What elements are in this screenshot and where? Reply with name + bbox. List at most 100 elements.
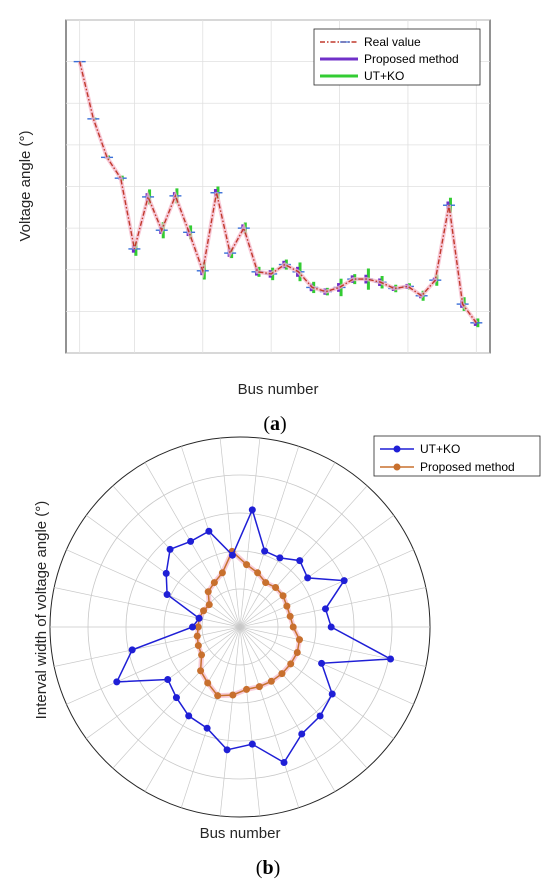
panel-b-caption: (b) [256, 857, 280, 879]
legend-label-real-value: Real value [364, 35, 421, 49]
panel-b-spoke [66, 549, 241, 628]
panel-b-spoke [66, 626, 241, 705]
panel-b-spoke [144, 462, 241, 628]
panel-b-proposed-point [287, 660, 295, 668]
panel-b-proposed-point [243, 685, 251, 693]
panel-b-spoke [239, 446, 300, 628]
panel-b-ut-ko-point [316, 712, 324, 720]
panel-b-spoke [239, 587, 426, 628]
panel-b-proposed-point [243, 561, 251, 569]
panel-b-polar-chart: Bus number Interval width of voltage ang… [33, 435, 541, 879]
panel-b-proposed-point [278, 670, 286, 678]
panel-b-proposed-point [293, 649, 301, 657]
panel-b-ut-ko-point [113, 678, 121, 686]
panel-b-proposed-point [194, 623, 202, 631]
panel-b-proposed-point [272, 583, 280, 591]
panel-b-ut-ko-point [189, 623, 196, 631]
panel-a-x-axis-label: Bus number [238, 381, 319, 398]
panel-b-y-axis-label: Interval width of voltage angle (°) [33, 501, 50, 720]
panel-a-y-axis-label: Voltage angle (°) [17, 130, 34, 241]
panel-b-spoke [239, 626, 426, 667]
panel-b-proposed-point [204, 588, 212, 596]
panel-b-spoke [239, 515, 394, 628]
panel-b-spoke [86, 515, 241, 628]
panel-b-ut-ko-point [128, 646, 136, 654]
panel-b-spoke [239, 626, 300, 808]
panel-b-ut-ko-point [172, 694, 180, 702]
panel-b-proposed-point [210, 579, 218, 587]
panel-b-ut-ko-point [185, 712, 193, 720]
panel-b-ring [87, 474, 393, 780]
panel-b-spoke [86, 626, 241, 739]
panel-a-legend: Real value Proposed method UT+KO [313, 28, 481, 86]
panel-b-proposed-point [255, 683, 263, 691]
panel-b-proposed-point [289, 623, 297, 631]
panel-a-series-lines [77, 61, 478, 324]
legend-marker-b-proposed [393, 463, 401, 471]
panel-b-ut-ko-point [296, 557, 304, 565]
panel-b-legend: UT+KO Proposed method [373, 435, 541, 477]
panel-b-legend-box [373, 435, 541, 477]
panel-b-spoke [239, 626, 368, 769]
panel-b-ut-ko-point [276, 554, 284, 562]
panel-b-proposed-point [286, 612, 294, 620]
panel-b-spoke [112, 485, 241, 628]
panel-b-spoke [54, 587, 241, 628]
panel-b-proposed-point [214, 692, 222, 700]
panel-b-proposed-point [229, 691, 237, 699]
panel-b-ut-ko-point [248, 740, 256, 748]
panel-b-spoke [239, 438, 261, 628]
panel-b-proposed-point [279, 592, 287, 600]
panel-b-ut-ko-point [327, 623, 335, 631]
panel-a-line-chart: Bus number Voltage angle (°) Real value … [17, 19, 491, 435]
panel-b-spoke [54, 626, 241, 667]
panel-b-polar-grid [49, 436, 431, 818]
legend-label-proposed-method: Proposed method [364, 52, 459, 66]
panel-b-ut-ko-point [280, 759, 288, 767]
panel-b-x-axis-label: Bus number [200, 825, 281, 842]
panel-b-proposed-point [267, 677, 275, 685]
panel-b-proposed-point [204, 679, 212, 687]
panel-b-ut-ko-point [328, 690, 336, 698]
panel-b-spoke [144, 626, 241, 792]
panel-b-proposed-point [197, 667, 205, 675]
panel-b-ut-ko-point [321, 605, 329, 613]
legend-marker-b-ut-ko [393, 445, 401, 453]
panel-b-spoke [239, 626, 336, 792]
panel-b-spoke [219, 626, 241, 816]
panel-b-ut-ko-point [187, 537, 195, 545]
panel-b-spoke [239, 626, 414, 705]
legend-label-b-proposed: Proposed method [420, 460, 515, 474]
panel-b-ut-ko-point [166, 545, 174, 553]
panel-b-ut-ko-point [340, 577, 348, 585]
panel-a-caption: (a) [263, 413, 286, 435]
panel-b-proposed-point [198, 651, 206, 659]
panel-b-ut-ko-point [163, 591, 171, 599]
panel-b-proposed-point [200, 607, 208, 615]
panel-b-proposed-point [218, 569, 226, 577]
legend-label-b-ut-ko: UT+KO [420, 442, 460, 456]
panel-b-ut-ko-point [205, 527, 213, 535]
panel-b-proposed-point [262, 579, 270, 587]
panel-b-ring [125, 512, 355, 742]
panel-b-spoke [239, 462, 336, 628]
panel-b-proposed-point [193, 632, 201, 640]
panel-b-ut-ko-point [387, 655, 395, 663]
panel-b-ut-ko-point [248, 506, 256, 514]
panel-b-spoke [239, 626, 394, 739]
panel-b-ut-ko-point [318, 659, 326, 667]
panel-b-ut-ko-point [304, 574, 312, 582]
panel-b-proposed-point [295, 636, 303, 644]
panel-a-real-value-line [79, 61, 477, 324]
panel-b-proposed-point [283, 602, 291, 610]
panel-b-ut-ko-point [195, 614, 203, 622]
panel-b-ut-ko-point [203, 724, 211, 732]
panel-b-proposed-point [254, 569, 262, 577]
panel-b-spoke [219, 438, 241, 628]
panel-b-spoke [239, 626, 261, 816]
panel-b-ut-ko-point [228, 551, 236, 559]
legend-label-ut-ko: UT+KO [364, 69, 404, 83]
panel-b-ut-ko-point [223, 746, 231, 754]
panel-b-spoke [239, 549, 414, 628]
